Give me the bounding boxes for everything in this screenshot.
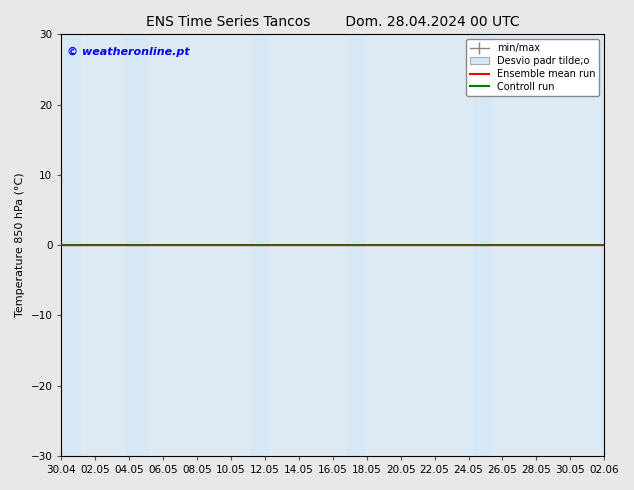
Bar (346, 34, 365, 456)
Title: ENS Time Series Tancos        Dom. 28.04.2024 00 UTC: ENS Time Series Tancos Dom. 28.04.2024 0… (146, 15, 520, 29)
Bar (474, 34, 493, 456)
Bar (250, 34, 269, 456)
Legend: min/max, Desvio padr tilde;o, Ensemble mean run, Controll run: min/max, Desvio padr tilde;o, Ensemble m… (466, 39, 599, 96)
Y-axis label: Temperature 850 hPa (°C): Temperature 850 hPa (°C) (15, 173, 25, 318)
Bar (61, 34, 81, 456)
Text: © weatheronline.pt: © weatheronline.pt (67, 47, 190, 57)
Bar (601, 34, 620, 456)
Bar (126, 34, 149, 456)
